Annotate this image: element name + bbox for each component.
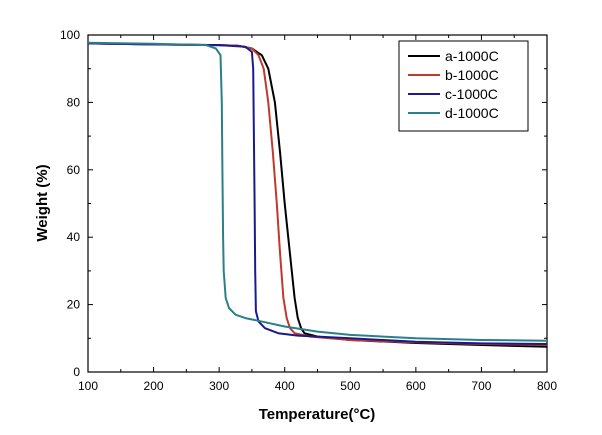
x-axis-title: Temperature(°C) bbox=[259, 406, 376, 423]
y-axis: 0 20 40 60 80 100 bbox=[60, 28, 547, 379]
x-tick-label: 600 bbox=[406, 379, 426, 393]
x-tick-label: 300 bbox=[209, 379, 229, 393]
series-line-d-1000C bbox=[87, 41, 548, 342]
legend-label: b-1000C bbox=[445, 67, 499, 83]
y-tick-label: 20 bbox=[67, 298, 81, 312]
legend-label: c-1000C bbox=[445, 86, 498, 102]
x-tick-label: 700 bbox=[471, 379, 491, 393]
x-tick-label: 800 bbox=[537, 379, 557, 393]
x-tick-label: 500 bbox=[340, 379, 360, 393]
legend: a-1000C b-1000C c-1000C d-1000C bbox=[398, 40, 529, 132]
y-tick-label: 100 bbox=[60, 28, 80, 42]
x-tick-label: 400 bbox=[275, 379, 295, 393]
legend-label: d-1000C bbox=[445, 105, 499, 121]
y-tick-label: 0 bbox=[73, 365, 80, 379]
x-tick-label: 100 bbox=[78, 379, 98, 393]
legend-label: a-1000C bbox=[445, 48, 499, 64]
y-axis-title: Weight (%) bbox=[34, 164, 51, 241]
x-axis: 100 200 300 400 500 600 700 800 bbox=[78, 35, 557, 393]
series-line-c-1000C bbox=[87, 42, 548, 345]
x-tick-label: 200 bbox=[144, 379, 164, 393]
series-lines bbox=[87, 41, 548, 348]
y-tick-label: 40 bbox=[67, 230, 81, 244]
y-tick-label: 60 bbox=[67, 163, 81, 177]
y-tick-label: 80 bbox=[67, 95, 81, 109]
